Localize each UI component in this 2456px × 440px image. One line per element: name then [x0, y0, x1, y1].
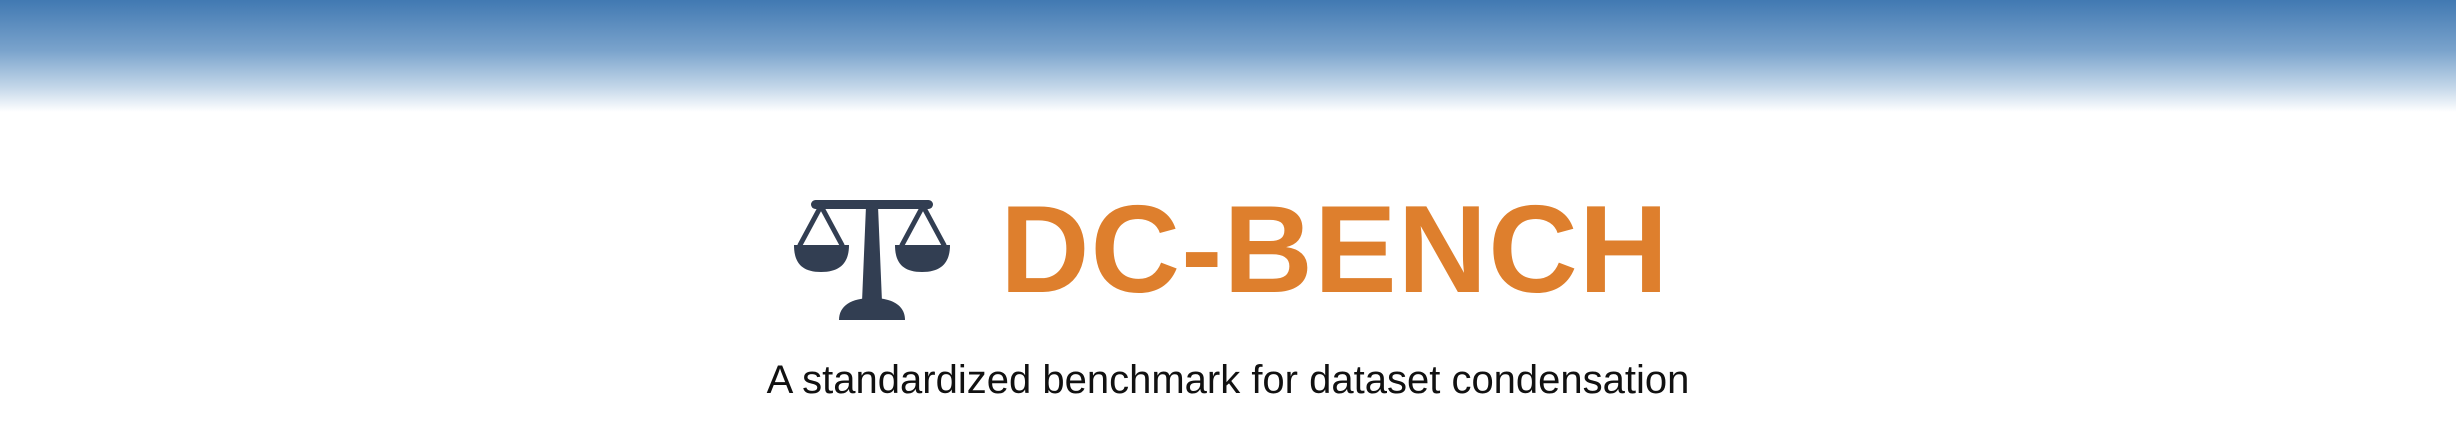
- brand-title: DC-BENCH: [1000, 181, 1670, 319]
- balance-scale-icon: [794, 200, 950, 320]
- tagline: A standardized benchmark for dataset con…: [766, 358, 1690, 402]
- top-banner: [0, 0, 2456, 112]
- hero-header: DC-BENCH: [0, 181, 2456, 330]
